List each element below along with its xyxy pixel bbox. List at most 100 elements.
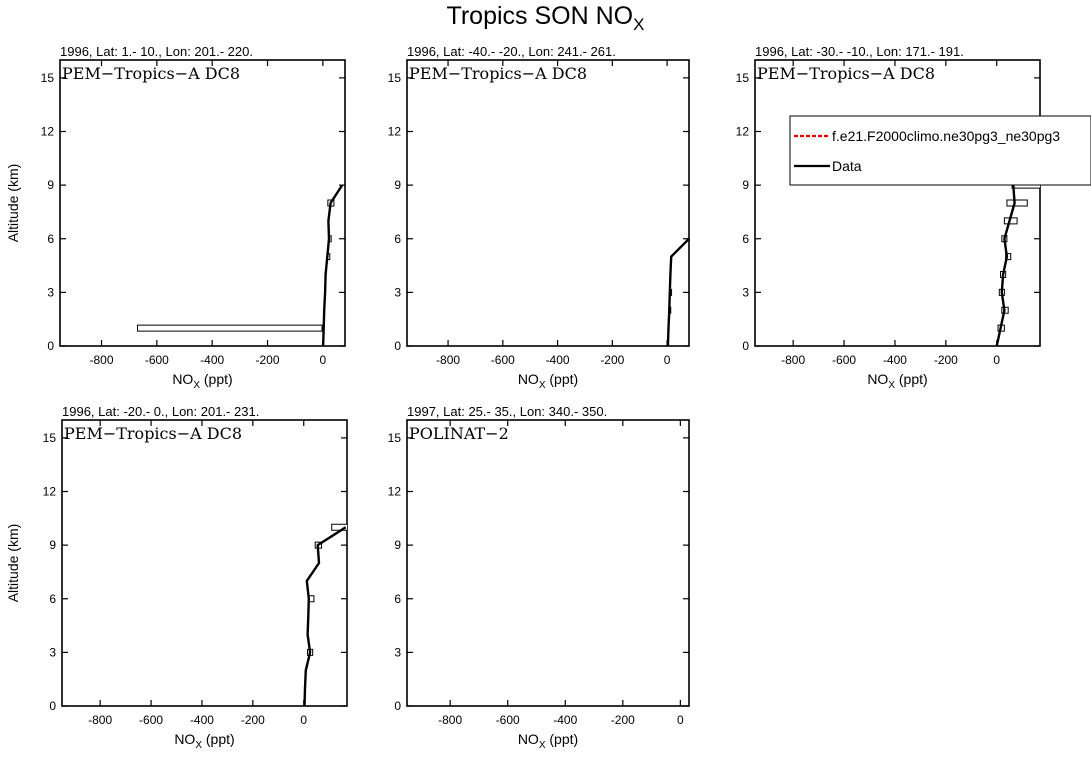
- x-tick-label: -800: [89, 353, 113, 367]
- data-layer: [995, 163, 1040, 346]
- y-tick-label: 0: [742, 339, 749, 353]
- panel-header: 1997, Lat: 25.- 35., Lon: 340.- 350.: [407, 404, 607, 419]
- plot-frame: [61, 419, 348, 707]
- data-layer: [303, 523, 347, 706]
- y-tick-label: 12: [388, 485, 402, 499]
- y-tick-label: 15: [736, 71, 750, 85]
- x-axis-label: NOX (ppt): [172, 371, 232, 391]
- x-tick-label: -400: [200, 353, 224, 367]
- x-axis-label: NOX (ppt): [867, 371, 927, 391]
- x-tick-label: -400: [883, 353, 907, 367]
- data-line: [995, 166, 1031, 346]
- panel-3: 0 3 6 9 12 15 -800 -600 -400 -200 0 1996, Lat: -30.…: [736, 44, 1091, 391]
- x-tick-label: -200: [611, 713, 635, 727]
- y-tick-label: 15: [41, 71, 55, 85]
- x-tick-label: -400: [190, 713, 214, 727]
- y-tick-label: 9: [394, 178, 401, 192]
- data-line: [303, 526, 347, 706]
- x-tick-label: -600: [139, 713, 163, 727]
- main-title: Tropics SON NOX: [0, 2, 1091, 35]
- panel-header: 1996, Lat: -30.- -10., Lon: 171.- 191.: [755, 44, 964, 59]
- panel-header: 1996, Lat: 1.- 10., Lon: 201.- 220.: [60, 44, 253, 59]
- y-tick-label: 9: [49, 538, 56, 552]
- main-title-subscript: X: [633, 15, 645, 34]
- x-tick-label: -600: [491, 353, 515, 367]
- x-tick-label: 0: [664, 353, 671, 367]
- legend: f.e21.F2000climo.ne30pg3_ne30pg3 Data: [789, 115, 1091, 186]
- main-title-text: Tropics SON NO: [446, 2, 634, 30]
- y-tick-label: 9: [742, 178, 749, 192]
- x-tick-label: -200: [600, 353, 624, 367]
- x-tick-label: -400: [553, 713, 577, 727]
- y-tick-label: 3: [49, 645, 56, 659]
- campaign-label: PEM−Tropics−A DC8: [62, 64, 240, 83]
- data-box: [1006, 199, 1028, 207]
- campaign-label: POLINAT−2: [409, 424, 509, 443]
- x-axis-label: NOX (ppt): [174, 731, 234, 751]
- plot-frame: [406, 59, 690, 347]
- x-tick-label: -600: [832, 353, 856, 367]
- y-tick-label: 9: [47, 178, 54, 192]
- plot-frame: [59, 59, 346, 347]
- campaign-label: PEM−Tropics−A DC8: [409, 64, 587, 83]
- y-tick-label: 12: [388, 125, 402, 139]
- panel-2: 0 3 6 9 12 15 -800 -600 -400 -200 0 1996, Lat: -40.…: [388, 44, 690, 391]
- plot-frame: [406, 419, 690, 707]
- y-axis-label: Altitude (km): [5, 524, 21, 603]
- y-tick-label: 3: [394, 645, 401, 659]
- x-tick-label: -800: [88, 713, 112, 727]
- plot-frame: [754, 59, 1041, 347]
- y-tick-label: 6: [394, 592, 401, 606]
- x-tick-label: 0: [300, 713, 307, 727]
- y-tick-label: 0: [49, 699, 56, 713]
- data-line: [666, 237, 689, 346]
- data-box: [136, 324, 323, 332]
- panel-1: 0 3 6 9 12 15 -800 -600 -400 -200 0 1996, Lat: 1.- …: [5, 44, 346, 391]
- y-tick-label: 6: [394, 232, 401, 246]
- y-tick-label: 3: [742, 285, 749, 299]
- x-tick-label: 0: [677, 713, 684, 727]
- x-axis-label: NOX (ppt): [518, 731, 578, 751]
- x-tick-label: -600: [145, 353, 169, 367]
- data-box: [1005, 253, 1012, 261]
- x-tick-label: -200: [934, 353, 958, 367]
- x-tick-label: -800: [781, 353, 805, 367]
- x-tick-label: -200: [256, 353, 280, 367]
- panel-4: 0 3 6 9 12 15 -800 -600 -400 -200 0 1996, Lat: -20.…: [5, 404, 348, 751]
- panel-header: 1996, Lat: -20.- 0., Lon: 201.- 231.: [62, 404, 259, 419]
- y-tick-label: 9: [394, 538, 401, 552]
- y-tick-label: 3: [394, 285, 401, 299]
- data-layer: [666, 237, 689, 346]
- legend-label: Data: [832, 158, 862, 174]
- campaign-label: PEM−Tropics−A DC8: [64, 424, 242, 443]
- y-tick-label: 6: [47, 232, 54, 246]
- y-tick-label: 15: [388, 71, 402, 85]
- data-line: [321, 184, 344, 346]
- y-tick-label: 15: [43, 431, 57, 445]
- x-tick-label: -800: [438, 713, 462, 727]
- x-tick-label: -800: [436, 353, 460, 367]
- panel-header: 1996, Lat: -40.- -20., Lon: 241.- 261.: [407, 44, 616, 59]
- data-layer: [136, 184, 344, 346]
- x-axis-label: NOX (ppt): [518, 371, 578, 391]
- y-tick-label: 6: [49, 592, 56, 606]
- x-tick-label: -200: [241, 713, 265, 727]
- y-tick-label: 12: [736, 125, 750, 139]
- x-tick-label: -600: [496, 713, 520, 727]
- y-tick-label: 0: [394, 699, 401, 713]
- y-tick-label: 3: [47, 285, 54, 299]
- y-tick-label: 12: [43, 485, 57, 499]
- x-tick-label: 0: [320, 353, 327, 367]
- campaign-label: PEM−Tropics−A DC8: [757, 64, 935, 83]
- y-tick-label: 15: [388, 431, 402, 445]
- y-tick-label: 0: [47, 339, 54, 353]
- y-axis-label: Altitude (km): [5, 164, 21, 243]
- y-tick-label: 6: [742, 232, 749, 246]
- y-tick-label: 12: [41, 125, 55, 139]
- legend-label: f.e21.F2000climo.ne30pg3_ne30pg3: [832, 128, 1060, 144]
- panel-5: 0 3 6 9 12 15 -800 -600 -400 -200 0 1997, Lat: 25.-…: [388, 404, 690, 751]
- x-tick-label: -400: [546, 353, 570, 367]
- legend-box: [789, 115, 1091, 186]
- x-tick-label: 0: [993, 353, 1000, 367]
